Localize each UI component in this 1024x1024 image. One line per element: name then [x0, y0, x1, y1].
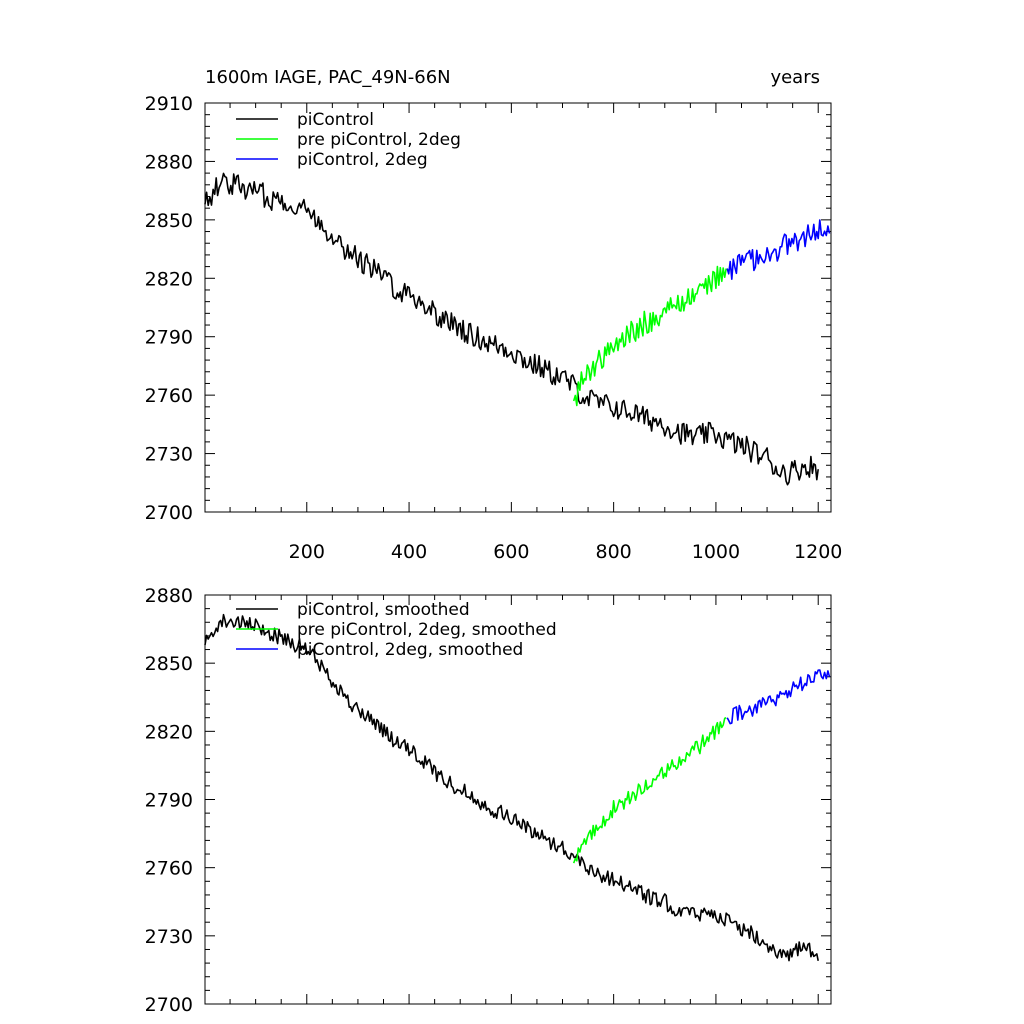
y-tick-label: 2790 — [145, 790, 193, 812]
x-tick-label: 800 — [596, 541, 632, 563]
chart-title-right: years — [770, 67, 820, 88]
y-tick-label: 2730 — [145, 444, 193, 466]
y-tick-label: 2700 — [145, 994, 193, 1016]
y-tick-label: 2730 — [145, 926, 193, 948]
legend-entry: piControl — [297, 110, 374, 130]
series-line-1 — [204, 172, 819, 486]
legend-entry: pre piControl, 2deg — [297, 130, 461, 150]
x-tick-label: 1000 — [692, 541, 740, 563]
y-tick-label: 2850 — [145, 210, 193, 232]
series-line-3 — [726, 219, 831, 281]
x-tick-label: 1200 — [794, 541, 842, 563]
legend-entry: piControl, smoothed — [297, 600, 470, 620]
plot-frame — [204, 102, 832, 513]
chart-panel-2: 2700 2730 2760 2790 2820 2850 2880 piControl, s… — [145, 585, 832, 1016]
y-tick-label: 2910 — [145, 93, 193, 115]
y-tick-label: 2820 — [145, 721, 193, 743]
chart-title: 1600m IAGE, PAC_49N-66N — [205, 67, 451, 88]
y-tick-label: 2760 — [145, 385, 193, 407]
y-tick-label: 2790 — [145, 327, 193, 349]
y-tick-label: 2850 — [145, 653, 193, 675]
y-tick-label: 2880 — [145, 585, 193, 607]
x-tick-label: 600 — [493, 541, 529, 563]
y-tick-label: 2880 — [145, 151, 193, 173]
series-line-3 — [726, 669, 831, 725]
legend-entry: piControl, 2deg, smoothed — [297, 640, 523, 660]
legend-entry: pre piControl, 2deg, smoothed — [297, 620, 557, 640]
series-line-2 — [572, 716, 727, 864]
series-line-2 — [572, 265, 727, 407]
legend-entry: piControl, 2deg — [297, 150, 428, 170]
series-line-1 — [204, 613, 819, 962]
y-tick-label: 2760 — [145, 858, 193, 880]
chart-panel-1: 2700 2730 2760 2790 2820 2850 2880 2910 200 400 60… — [145, 67, 843, 563]
y-tick-label: 2820 — [145, 268, 193, 290]
x-tick-label: 200 — [289, 541, 325, 563]
y-tick-label: 2700 — [145, 502, 193, 524]
x-tick-label: 400 — [391, 541, 427, 563]
